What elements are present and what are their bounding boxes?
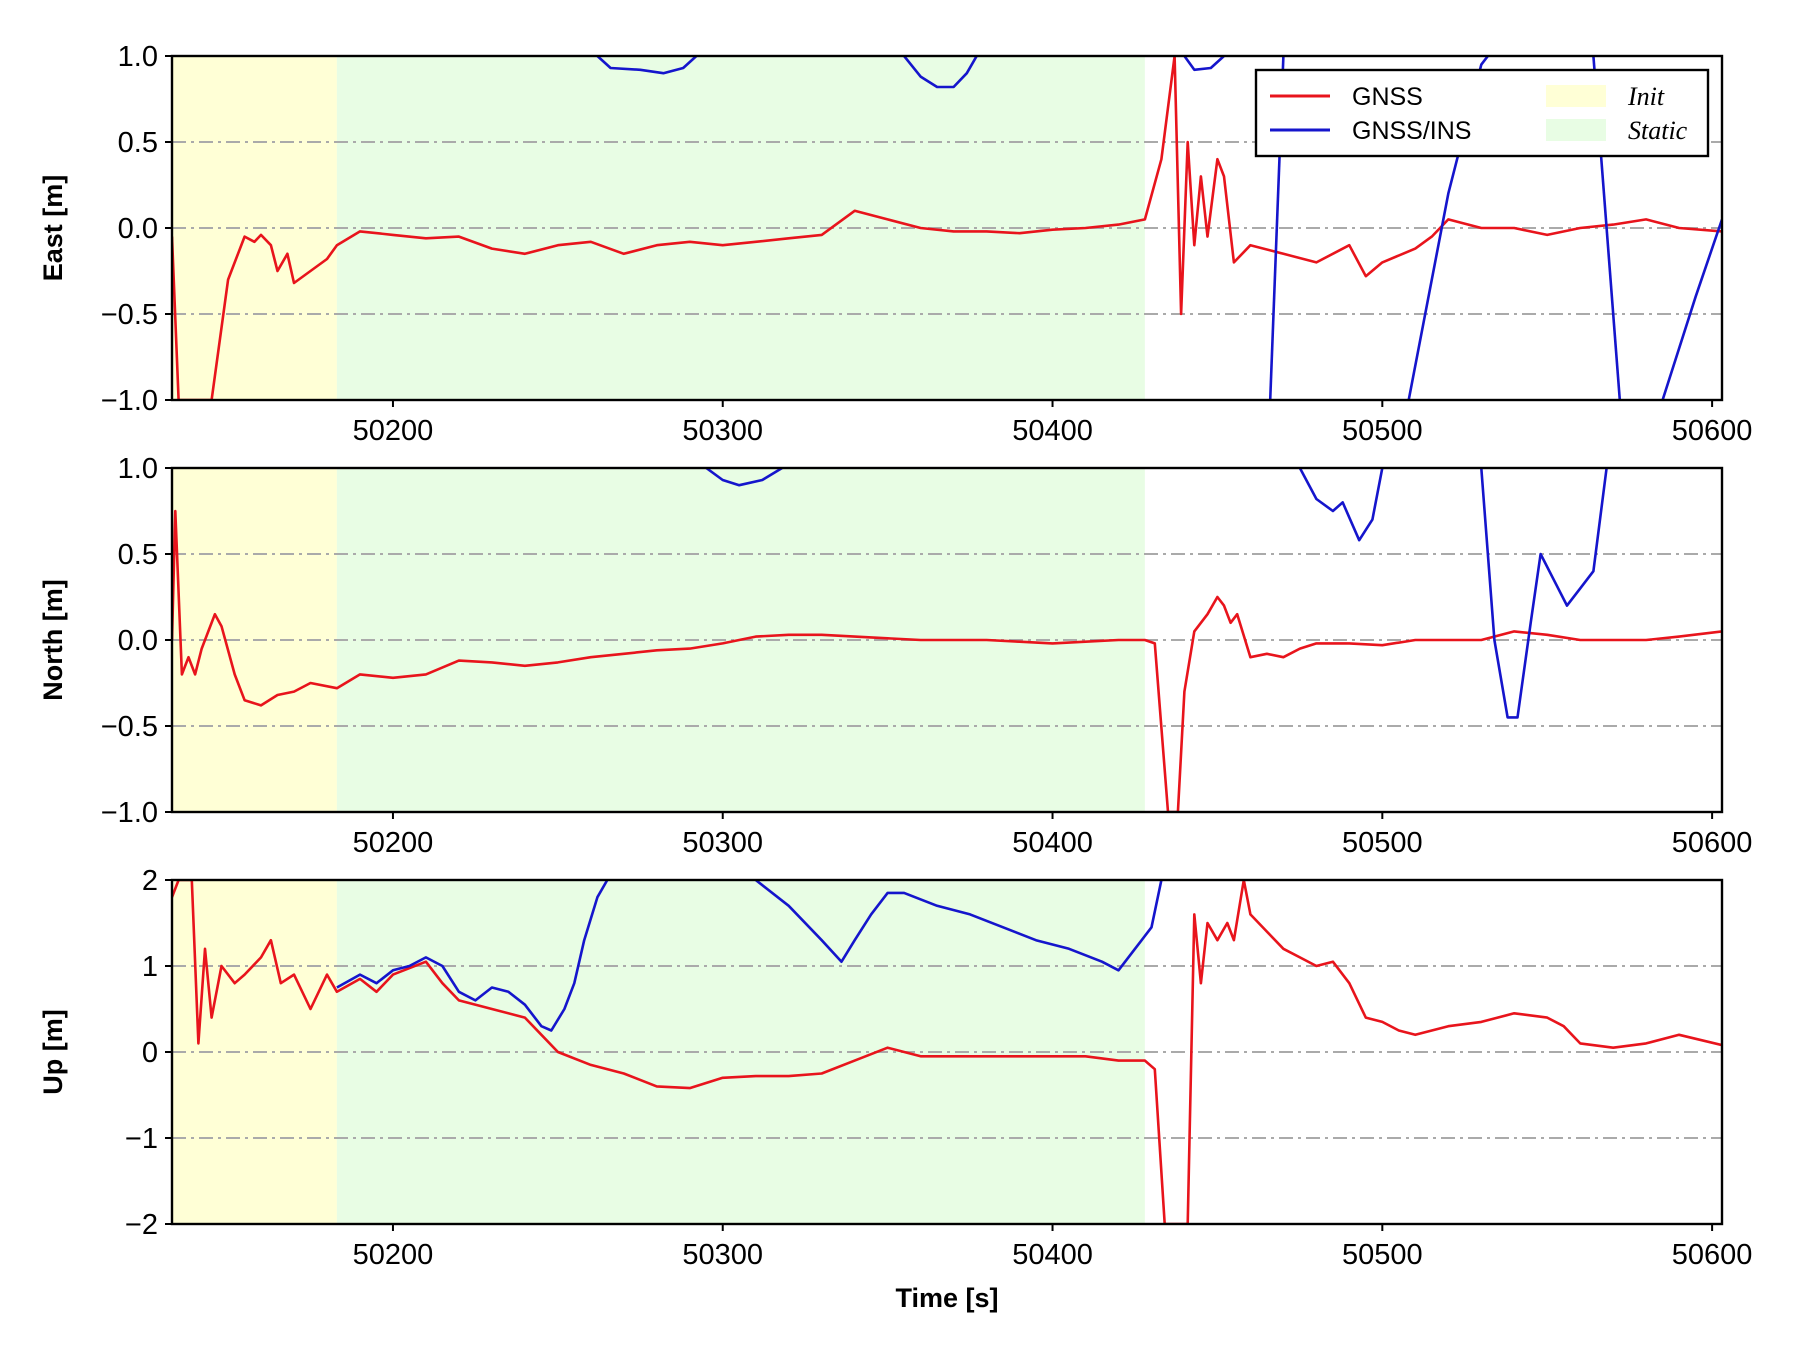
y-tick-label: 1.0 xyxy=(118,41,158,73)
y-axis-label: Up [m] xyxy=(38,1009,68,1094)
x-tick-label: 50400 xyxy=(1012,827,1093,859)
x-tick-label: 50300 xyxy=(682,827,763,859)
series-gnss-ins-seg-1 xyxy=(754,880,1163,972)
y-tick-label: −2 xyxy=(125,1209,158,1241)
x-tick-label: 50600 xyxy=(1672,1239,1753,1271)
y-tick-label: 0.5 xyxy=(118,539,158,571)
series-gnss-ins-seg-0 xyxy=(596,56,698,75)
y-tick-label: −0.5 xyxy=(101,711,158,743)
y-tick-label: 1 xyxy=(142,951,158,983)
y-tick-label: −1 xyxy=(125,1123,158,1155)
x-axis-label: Time [s] xyxy=(895,1283,998,1313)
series-gnss-ins-seg-2 xyxy=(1480,468,1608,719)
legend-swatch xyxy=(1546,85,1606,107)
y-tick-label: 2 xyxy=(142,865,158,897)
series-gnss xyxy=(172,880,1722,1224)
series-gnss-ins-seg-2 xyxy=(1183,56,1225,72)
series-gnss-ins-seg-1 xyxy=(903,56,978,89)
y-tick-label: −0.5 xyxy=(101,299,158,331)
y-tick-label: −1.0 xyxy=(101,797,158,829)
y-tick-label: 0 xyxy=(142,1037,158,1069)
panel-3: −2 −1 0 1 2 50200 50300 50400 50500 50600 Up [m] Ti… xyxy=(38,865,1752,1313)
x-tick-label: 50300 xyxy=(682,1239,763,1271)
x-tick-label: 50500 xyxy=(1342,415,1423,447)
x-tick-label: 50500 xyxy=(1342,827,1423,859)
x-tick-label: 50200 xyxy=(353,827,434,859)
legend-label: Static xyxy=(1628,116,1688,145)
series-gnss xyxy=(172,509,1722,812)
x-tick-label: 50300 xyxy=(682,415,763,447)
x-tick-label: 50500 xyxy=(1342,1239,1423,1271)
series-gnss-ins-seg-1 xyxy=(1298,468,1384,542)
x-tick-label: 50600 xyxy=(1672,415,1753,447)
y-tick-label: 0.0 xyxy=(118,625,158,657)
y-tick-label: −1.0 xyxy=(101,385,158,417)
legend-swatch xyxy=(1546,119,1606,141)
y-tick-label: 0.0 xyxy=(118,213,158,245)
x-tick-label: 50200 xyxy=(353,1239,434,1271)
panel-2: −1.0 −0.5 0.0 0.5 1.0 50200 50300 50400 50500 506… xyxy=(38,453,1752,859)
y-axis-label: North [m] xyxy=(38,579,68,700)
series-gnss-ins-seg-0 xyxy=(705,468,783,487)
y-axis-label: East [m] xyxy=(38,175,68,282)
series-gnss xyxy=(172,56,1722,400)
y-tick-label: 1.0 xyxy=(118,453,158,485)
series-gnss-ins-seg-0 xyxy=(336,880,609,1032)
legend: GNSS GNSS/INS Init Static xyxy=(1254,68,1710,158)
x-tick-label: 50200 xyxy=(353,415,434,447)
legend-label: GNSS xyxy=(1352,83,1423,111)
x-tick-label: 50400 xyxy=(1012,1239,1093,1271)
y-tick-label: 0.5 xyxy=(118,127,158,159)
legend-label: GNSS/INS xyxy=(1352,117,1471,145)
series-gnss-ins-seg-6 xyxy=(1661,218,1722,400)
legend-box xyxy=(1254,68,1710,158)
legend-label: Init xyxy=(1627,82,1665,111)
x-tick-label: 50400 xyxy=(1012,415,1093,447)
x-tick-label: 50600 xyxy=(1672,827,1753,859)
